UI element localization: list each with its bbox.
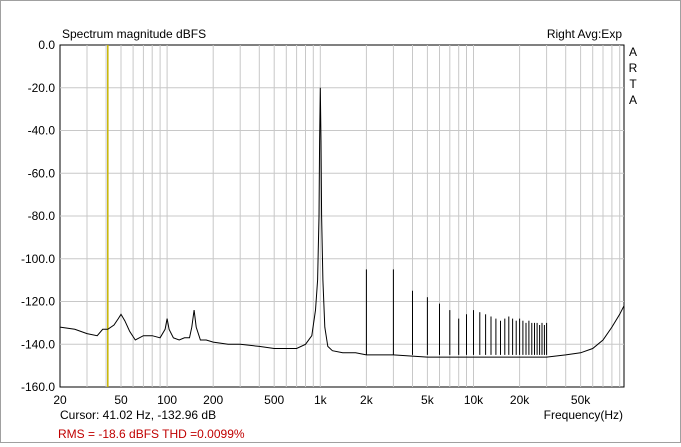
x-tick-label: 20k [510, 393, 530, 407]
y-tick-label: -80.0 [28, 209, 56, 223]
measurement-readout: RMS = -18.6 dBFS THD =0.0099% [58, 427, 245, 441]
brand-letter: T [629, 77, 637, 91]
y-tick-label: -100.0 [21, 252, 55, 266]
x-tick-label: 2k [360, 393, 374, 407]
status-right: Right Avg:Exp [547, 27, 622, 41]
x-tick-label: 5k [421, 393, 435, 407]
x-tick-label: 1k [314, 393, 328, 407]
y-tick-label: -60.0 [28, 166, 56, 180]
x-tick-label: 20 [53, 393, 67, 407]
y-tick-label: -120.0 [21, 295, 55, 309]
x-tick-label: 100 [157, 393, 177, 407]
x-tick-label: 50 [114, 393, 128, 407]
y-tick-label: -20.0 [28, 81, 56, 95]
x-tick-label: 200 [203, 393, 223, 407]
chart-title: Spectrum magnitude dBFS [62, 27, 206, 41]
y-tick-label: -40.0 [28, 124, 56, 138]
brand-letter: A [629, 93, 637, 107]
x-tick-label: 10k [464, 393, 484, 407]
grid [60, 45, 624, 387]
brand-letter: R [629, 61, 638, 75]
tick-labels: 20 50 100 200 500 1k 2k 5k 10k 20k 50k 0.0 -20.0 -40.… [21, 38, 591, 407]
y-tick-label: -160.0 [21, 380, 55, 394]
traces [59, 45, 625, 387]
brand-letter: A [629, 45, 637, 59]
y-tick-label: -140.0 [21, 337, 55, 351]
y-tick-label: 0.0 [38, 38, 55, 52]
cursor-readout: Cursor: 41.02 Hz, -132.96 dB [60, 408, 216, 422]
x-tick-label: 500 [264, 393, 284, 407]
x-tick-label: 50k [571, 393, 591, 407]
x-axis-label: Frequency(Hz) [544, 408, 623, 422]
spectrum-trace [59, 87, 625, 358]
